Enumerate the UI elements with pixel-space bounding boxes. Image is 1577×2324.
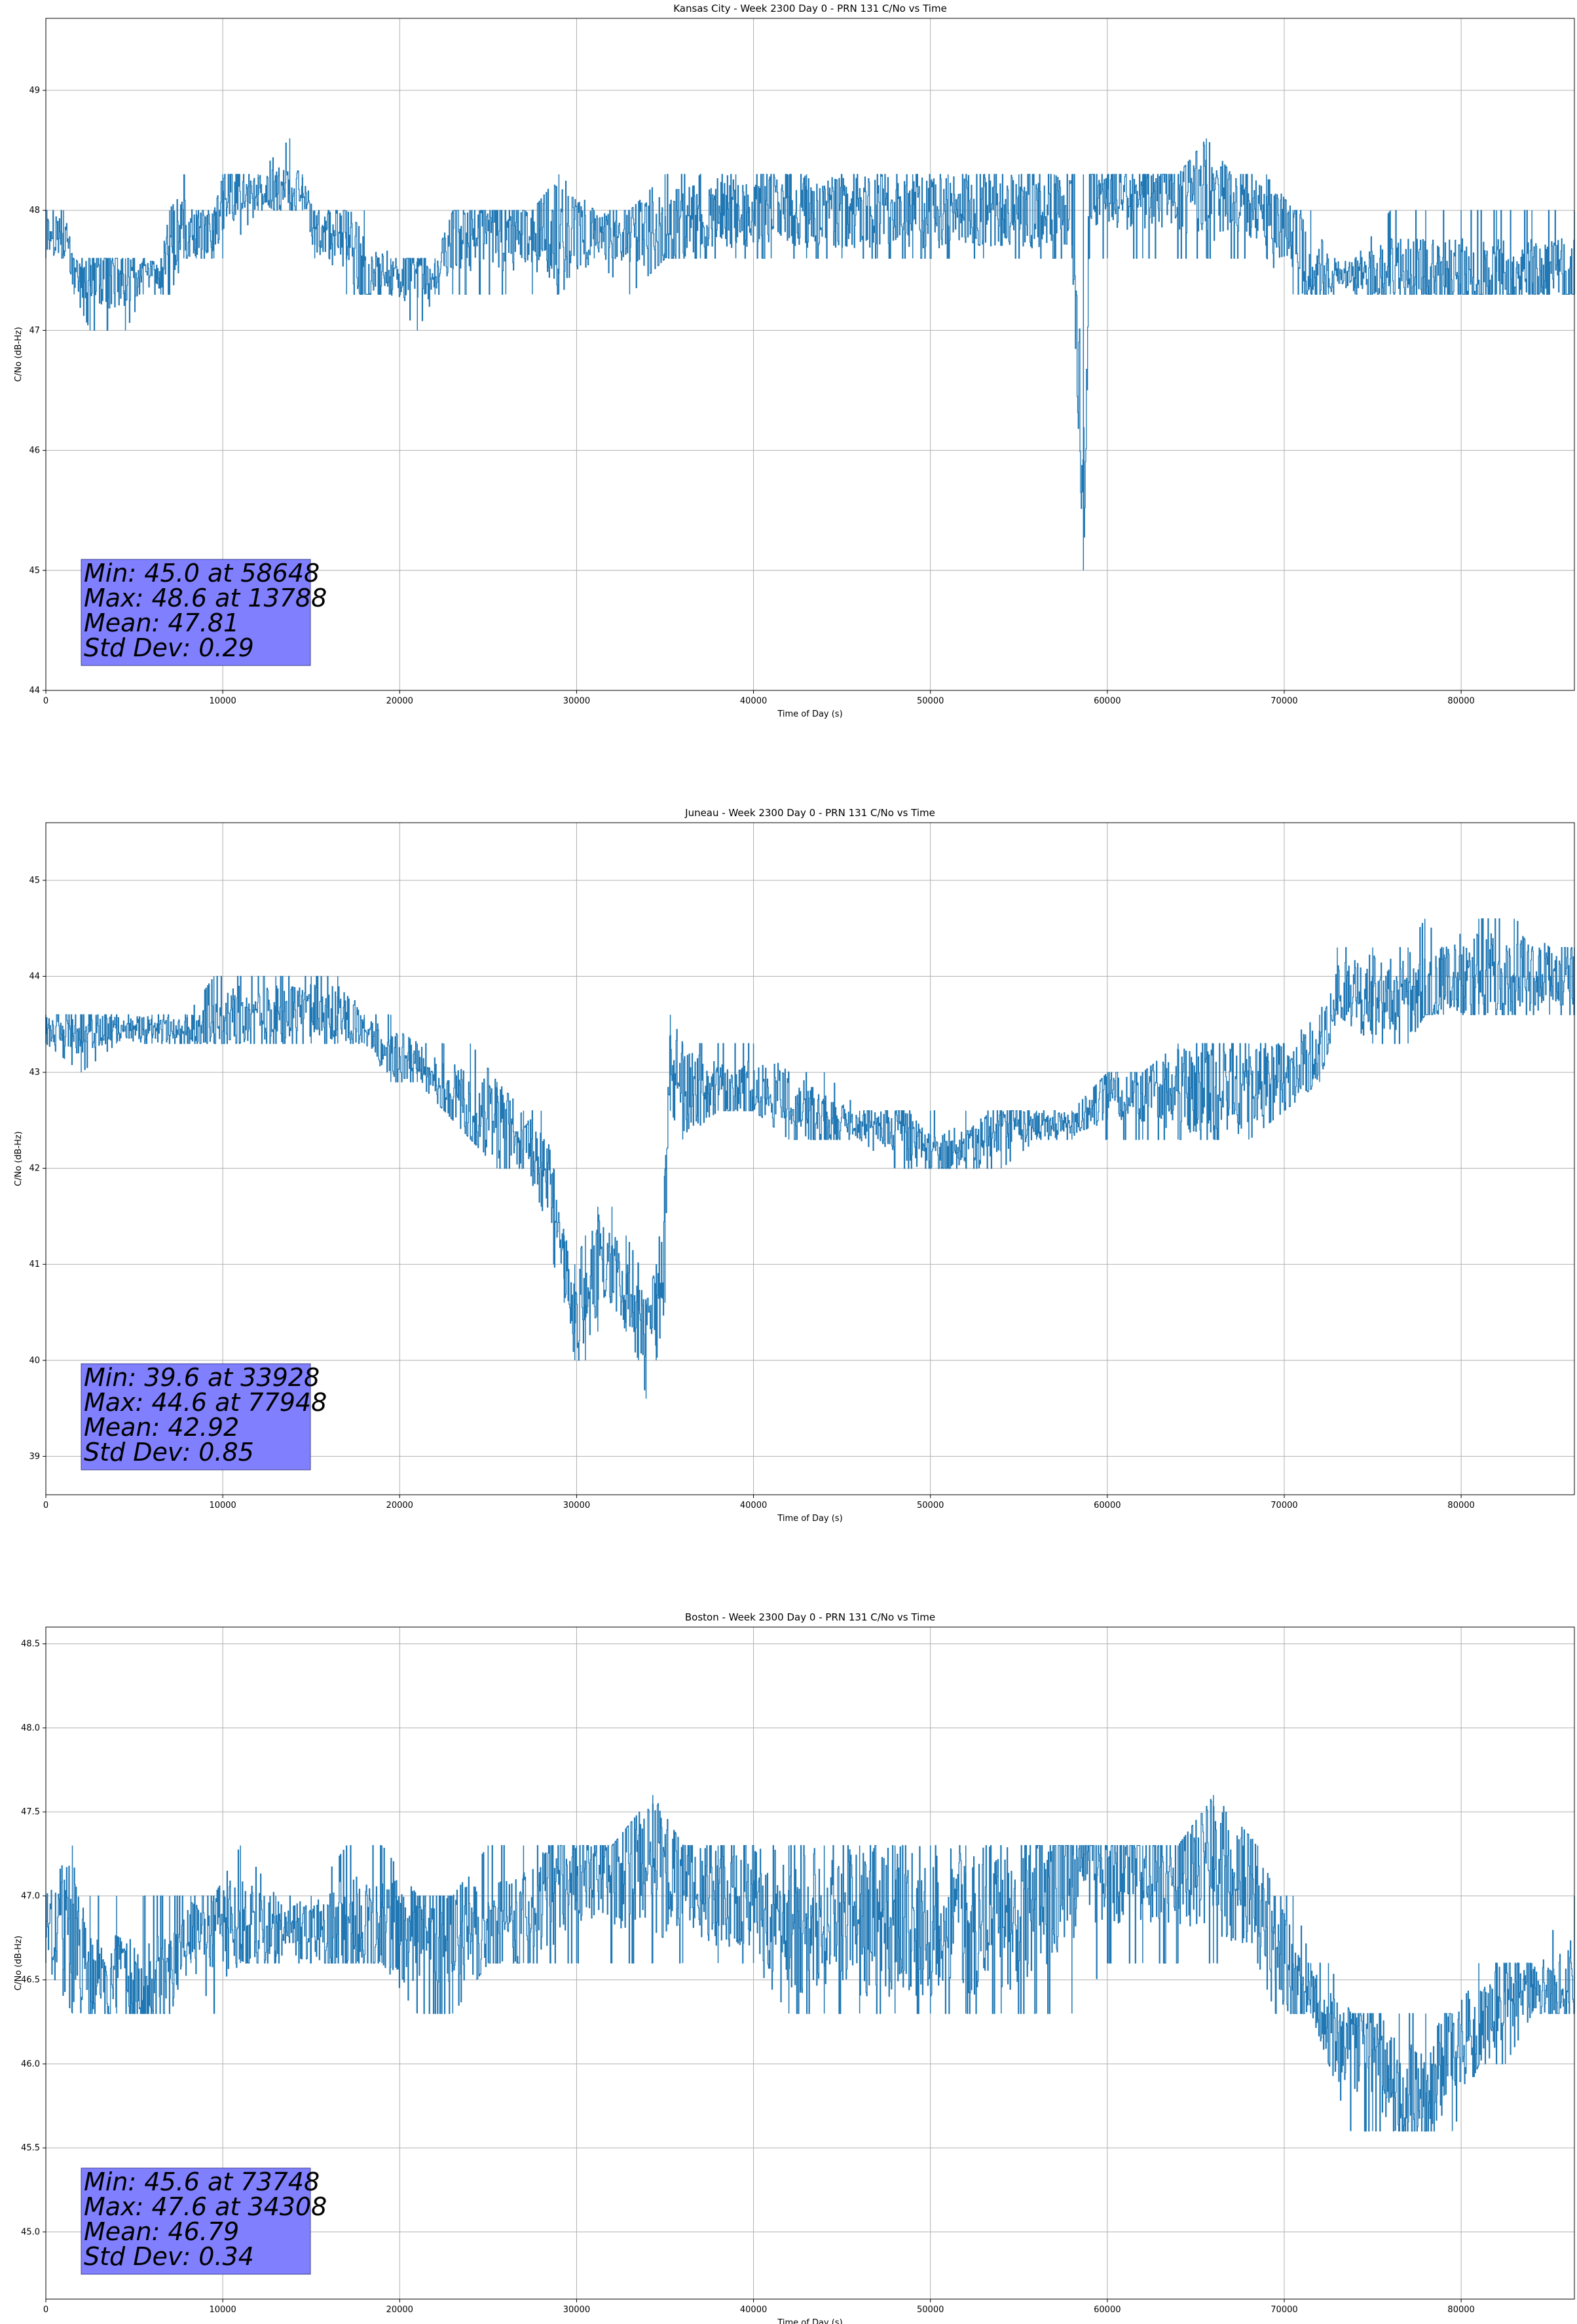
y-tick-label: 47.5	[21, 1807, 40, 1817]
x-tick-label: 50000	[917, 696, 944, 706]
x-tick-label: 40000	[740, 1501, 767, 1510]
x-tick-label: 60000	[1094, 1501, 1121, 1510]
stats-box	[81, 2167, 311, 2275]
x-tick-label: 40000	[740, 2305, 767, 2315]
cno-series-line	[46, 141, 1575, 538]
y-tick-label: 39	[29, 1452, 40, 1461]
y-axis-label: C/No (dB-Hz)	[14, 327, 24, 382]
y-tick-label: 45.5	[21, 2143, 40, 2153]
x-tick-label: 80000	[1447, 2305, 1474, 2315]
stats-line: Max: 44.6 at 77948	[84, 1388, 327, 1417]
x-tick-label: 20000	[386, 696, 413, 706]
chart-2: Boston - Week 2300 Day 0 - PRN 131 C/No …	[14, 1611, 1575, 2324]
chart-0: Kansas City - Week 2300 Day 0 - PRN 131 …	[14, 3, 1575, 719]
stats-line: Max: 47.6 at 34308	[84, 2192, 327, 2221]
x-tick-label: 60000	[1094, 696, 1121, 706]
cno-series-line	[46, 1799, 1574, 2132]
x-tick-label: 10000	[209, 1501, 236, 1510]
x-tick-label: 10000	[209, 696, 236, 706]
y-tick-label: 48.0	[21, 1723, 40, 1733]
y-axis-label: C/No (dB-Hz)	[14, 1131, 24, 1186]
x-tick-label: 30000	[563, 2305, 590, 2315]
y-axis-label: C/No (dB-Hz)	[14, 1936, 24, 1991]
stats-line: Min: 39.6 at 33928	[84, 1363, 320, 1392]
y-tick-label: 42	[29, 1164, 40, 1174]
stats-line: Mean: 47.81	[84, 609, 239, 637]
y-tick-label: 43	[29, 1068, 40, 1078]
x-tick-label: 10000	[209, 2305, 236, 2315]
stats-line: Std Dev: 0.85	[84, 1438, 254, 1467]
y-tick-label: 40	[29, 1356, 40, 1366]
y-tick-label: 45	[29, 876, 40, 886]
x-tick-label: 20000	[386, 1501, 413, 1510]
plot-frame	[45, 1626, 1575, 2300]
y-tick-label: 48.5	[21, 1640, 40, 1649]
stats-line: Min: 45.6 at 73748	[84, 2167, 320, 2196]
y-tick-label: 44	[29, 686, 40, 696]
stats-line: Min: 45.0 at 58648	[84, 559, 320, 588]
chart-title: Boston - Week 2300 Day 0 - PRN 131 C/No …	[685, 1611, 935, 1623]
x-tick-label: 30000	[563, 1501, 590, 1510]
chart-1: Juneau - Week 2300 Day 0 - PRN 131 C/No …	[14, 807, 1575, 1524]
x-tick-label: 50000	[917, 2305, 944, 2315]
x-tick-label: 40000	[740, 696, 767, 706]
y-tick-label: 46.5	[21, 1976, 40, 1985]
stats-line: Mean: 42.92	[84, 1413, 239, 1442]
cno-series-line	[46, 918, 1575, 1391]
x-tick-label: 0	[43, 1501, 48, 1510]
chart-title: Juneau - Week 2300 Day 0 - PRN 131 C/No …	[684, 807, 935, 819]
x-tick-label: 60000	[1094, 2305, 1121, 2315]
stats-box	[81, 1363, 311, 1471]
stats-line: Max: 48.6 at 13788	[84, 584, 327, 612]
plot-frame	[45, 18, 1575, 691]
stats-box	[81, 559, 311, 666]
x-tick-label: 0	[43, 696, 48, 706]
x-axis-label: Time of Day (s)	[777, 1514, 842, 1524]
x-tick-label: 70000	[1271, 1501, 1297, 1510]
y-tick-label: 41	[29, 1260, 40, 1269]
y-tick-label: 46	[29, 446, 40, 456]
stats-line: Std Dev: 0.34	[84, 2242, 254, 2271]
stats-line: Mean: 46.79	[84, 2217, 239, 2246]
stats-line: Std Dev: 0.29	[84, 633, 254, 662]
x-tick-label: 80000	[1447, 696, 1474, 706]
x-axis-label: Time of Day (s)	[777, 2318, 842, 2324]
x-tick-label: 20000	[386, 2305, 413, 2315]
x-tick-label: 70000	[1271, 2305, 1297, 2315]
x-tick-label: 30000	[563, 696, 590, 706]
x-axis-label: Time of Day (s)	[777, 709, 842, 719]
y-tick-label: 44	[29, 972, 40, 982]
y-tick-label: 46.0	[21, 2059, 40, 2069]
x-tick-label: 0	[43, 2305, 48, 2315]
x-tick-label: 70000	[1271, 696, 1297, 706]
y-tick-label: 45.0	[21, 2227, 40, 2237]
y-tick-label: 48	[29, 206, 40, 216]
chart-title: Kansas City - Week 2300 Day 0 - PRN 131 …	[673, 3, 947, 14]
x-tick-label: 50000	[917, 1501, 944, 1510]
y-tick-label: 47.0	[21, 1891, 40, 1901]
plot-frame	[45, 822, 1575, 1495]
y-tick-label: 47	[29, 326, 40, 335]
x-tick-label: 80000	[1447, 1501, 1474, 1510]
y-tick-label: 45	[29, 566, 40, 576]
y-tick-label: 49	[29, 86, 40, 96]
